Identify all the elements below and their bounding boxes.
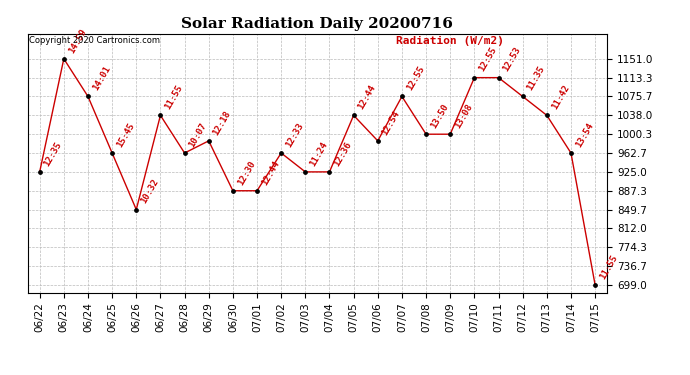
Point [541,112,552,118]
Point [420,131,432,137]
Text: 10:07: 10:07 [188,121,208,149]
Point [518,93,529,99]
Point [58,56,69,62]
Text: 12:44: 12:44 [357,83,377,111]
Text: 10:32: 10:32 [139,178,160,206]
Text: 12:36: 12:36 [333,140,353,168]
Point [228,188,239,194]
Text: 12:18: 12:18 [212,109,233,136]
Text: 13:50: 13:50 [429,102,450,130]
Point [83,93,94,99]
Text: 11:55: 11:55 [164,83,184,111]
Point [469,75,480,81]
Text: 11:24: 11:24 [308,140,329,168]
Point [203,138,214,144]
Text: 12:44: 12:44 [260,159,281,187]
Text: 12:55: 12:55 [405,64,426,92]
Text: 12:54: 12:54 [381,109,402,136]
Point [299,169,310,175]
Text: 12:53: 12:53 [502,46,522,74]
Point [444,131,455,137]
Text: 11:35: 11:35 [526,64,546,92]
Text: 12:55: 12:55 [477,46,498,74]
Text: 13:08: 13:08 [453,102,474,130]
Text: 13:54: 13:54 [574,121,595,149]
Text: 12:33: 12:33 [284,121,305,149]
Text: 12:30: 12:30 [236,159,257,187]
Point [348,112,359,118]
Point [106,150,117,156]
Text: 11:42: 11:42 [550,83,571,111]
Title: Solar Radiation Daily 20200716: Solar Radiation Daily 20200716 [181,17,453,31]
Point [130,207,142,213]
Text: 11:55: 11:55 [598,253,619,281]
Point [396,93,407,99]
Text: Radiation (W/m2): Radiation (W/m2) [395,36,504,46]
Text: 14:01: 14:01 [91,64,112,92]
Point [179,150,190,156]
Point [276,150,287,156]
Point [155,112,166,118]
Point [373,138,384,144]
Point [565,150,576,156]
Text: 14:59: 14:59 [67,27,88,55]
Point [251,188,262,194]
Point [324,169,335,175]
Point [493,75,504,81]
Point [34,169,46,175]
Text: 15:45: 15:45 [115,121,136,149]
Point [589,282,600,288]
Text: 12:35: 12:35 [43,140,63,168]
Text: Copyright 2020 Cartronics.com: Copyright 2020 Cartronics.com [29,36,160,45]
